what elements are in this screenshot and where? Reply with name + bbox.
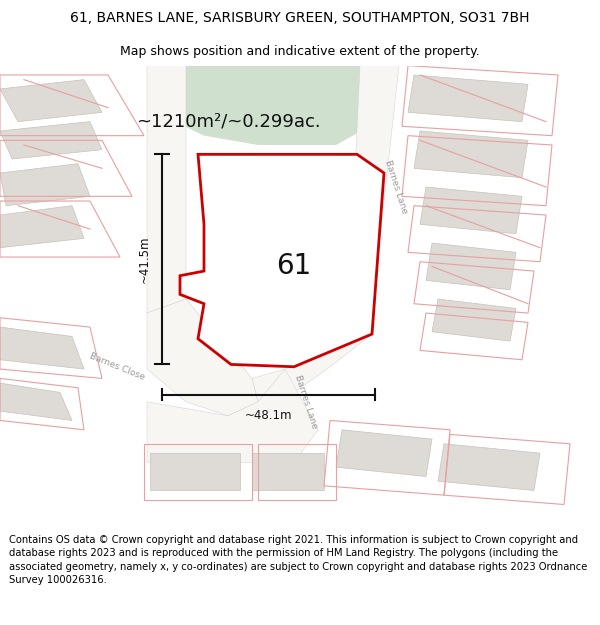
Polygon shape (408, 75, 528, 122)
Polygon shape (147, 369, 318, 462)
Polygon shape (264, 253, 342, 290)
Polygon shape (0, 122, 102, 159)
Text: Barnes Lane: Barnes Lane (293, 374, 319, 430)
Polygon shape (180, 154, 384, 367)
Polygon shape (432, 299, 516, 341)
Text: 61, BARNES LANE, SARISBURY GREEN, SOUTHAMPTON, SO31 7BH: 61, BARNES LANE, SARISBURY GREEN, SOUTHA… (70, 11, 530, 26)
Text: ~41.5m: ~41.5m (137, 236, 151, 283)
Polygon shape (426, 243, 516, 290)
Polygon shape (0, 383, 72, 421)
Text: ~48.1m: ~48.1m (245, 409, 292, 422)
Polygon shape (150, 66, 378, 145)
Polygon shape (147, 299, 258, 416)
Polygon shape (414, 131, 528, 178)
Text: Barnes Lane: Barnes Lane (383, 159, 409, 215)
Polygon shape (336, 430, 432, 476)
Polygon shape (147, 66, 186, 313)
Polygon shape (252, 66, 399, 402)
Polygon shape (150, 453, 240, 491)
Text: 61: 61 (277, 253, 311, 281)
Polygon shape (0, 164, 90, 206)
Text: Map shows position and indicative extent of the property.: Map shows position and indicative extent… (120, 45, 480, 58)
Text: ~1210m²/~0.299ac.: ~1210m²/~0.299ac. (136, 112, 320, 131)
Text: Contains OS data © Crown copyright and database right 2021. This information is : Contains OS data © Crown copyright and d… (9, 535, 587, 585)
Polygon shape (420, 187, 522, 234)
Text: Barnes Close: Barnes Close (88, 352, 146, 382)
Polygon shape (0, 79, 102, 122)
Polygon shape (252, 453, 324, 491)
Polygon shape (0, 327, 84, 369)
Polygon shape (0, 206, 84, 248)
Polygon shape (438, 444, 540, 491)
